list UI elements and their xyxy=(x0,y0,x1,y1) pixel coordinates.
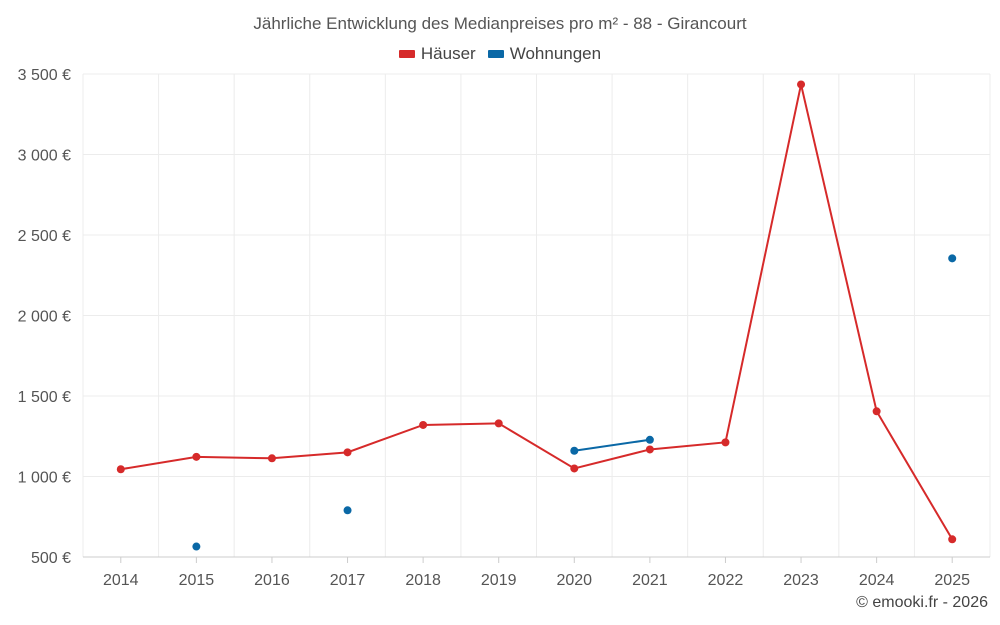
x-tick-label: 2019 xyxy=(481,572,517,589)
data-point-wohnungen xyxy=(192,542,201,551)
data-point-wohnungen xyxy=(343,506,352,515)
series-lines xyxy=(120,84,954,540)
data-point-wohnungen xyxy=(645,435,654,444)
y-tick-label: 2 000 € xyxy=(18,309,71,326)
data-point-haeuser xyxy=(192,452,201,461)
data-point-haeuser xyxy=(948,535,957,544)
x-tick-label: 2016 xyxy=(254,572,290,589)
x-tick-label: 2023 xyxy=(783,572,819,589)
data-point-haeuser xyxy=(116,465,125,474)
data-point-wohnungen xyxy=(570,446,579,455)
legend-swatch-haeuser xyxy=(398,50,415,58)
legend-item-wohnungen[interactable]: Wohnungen xyxy=(487,44,602,64)
legend-item-haeuser[interactable]: Häuser xyxy=(398,44,476,64)
x-tick-label: 2021 xyxy=(632,572,668,589)
x-tick-label: 2020 xyxy=(556,572,592,589)
legend-swatch-wohnungen xyxy=(487,50,504,58)
y-tick-label: 3 500 € xyxy=(18,67,71,84)
data-point-haeuser xyxy=(797,80,806,89)
y-tick-label: 2 500 € xyxy=(18,228,71,245)
legend-label-wohnungen: Wohnungen xyxy=(509,44,602,63)
series-line-haeuser xyxy=(120,84,954,540)
legend: Häuser Wohnungen xyxy=(0,44,1000,64)
x-tick-label: 2025 xyxy=(934,572,970,589)
copyright-credit: © emooki.fr - 2026 xyxy=(856,594,988,611)
chart-title: Jährliche Entwicklung des Medianpreises … xyxy=(253,14,747,33)
data-point-haeuser xyxy=(419,420,428,429)
x-tick-label: 2018 xyxy=(405,572,441,589)
data-point-haeuser xyxy=(267,454,276,463)
y-tick-label: 1 500 € xyxy=(18,389,71,406)
y-tick-label: 1 000 € xyxy=(18,470,71,487)
data-point-haeuser xyxy=(343,448,352,457)
x-tick-label: 2014 xyxy=(103,572,139,589)
series-line-wohnungen xyxy=(574,438,651,452)
axis-layer: 500 € 1 000 € 1 500 € 2 000 € 2 500 € 3 000 €… xyxy=(18,67,990,589)
y-tick-label: 3 000 € xyxy=(18,148,71,165)
legend-label-haeuser: Häuser xyxy=(420,44,476,63)
series-points xyxy=(116,80,957,551)
x-tick-label: 2022 xyxy=(708,572,744,589)
y-tick-label: 500 € xyxy=(31,550,71,567)
x-tick-label: 2024 xyxy=(859,572,895,589)
data-point-haeuser xyxy=(721,438,730,447)
data-point-haeuser xyxy=(645,445,654,454)
data-point-haeuser xyxy=(570,464,579,473)
data-point-haeuser xyxy=(872,407,881,416)
x-tick-label: 2015 xyxy=(179,572,215,589)
x-tick-label: 2017 xyxy=(330,572,366,589)
data-point-wohnungen xyxy=(948,254,957,263)
data-point-haeuser xyxy=(494,419,503,428)
